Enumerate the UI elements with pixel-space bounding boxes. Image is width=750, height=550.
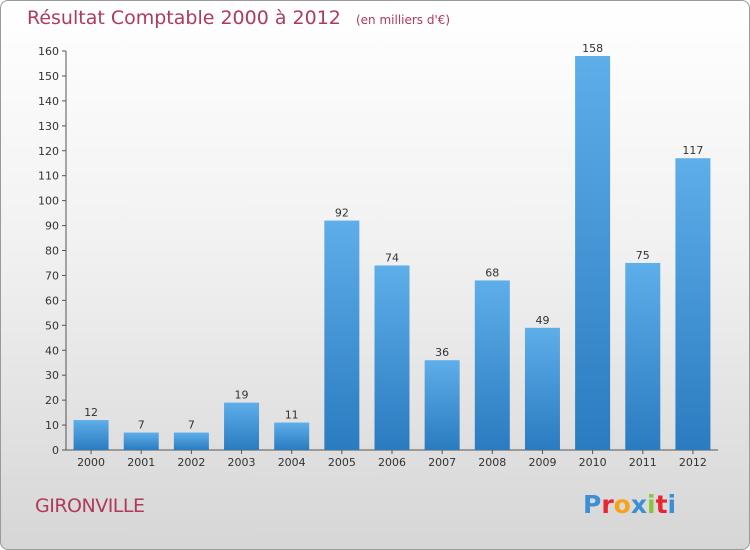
brand-logo: Proxiti [583,490,676,519]
bar [73,420,109,450]
data-label: 75 [636,249,650,262]
y-tick-label: 0 [52,444,59,457]
brand-letter: P [583,490,602,519]
data-label: 74 [385,251,399,264]
data-label: 68 [485,266,499,279]
x-tick-label: 2012 [679,456,707,469]
bar [474,280,510,450]
x-tick-label: 2011 [629,456,657,469]
brand-letter: r [601,490,614,519]
data-label: 7 [188,419,195,432]
x-tick-label: 2010 [579,456,607,469]
bar [524,327,560,450]
y-tick-label: 40 [45,344,59,357]
brand-letter: t [655,490,668,519]
bar [575,55,611,451]
y-tick-label: 30 [45,369,59,382]
bar [123,432,159,450]
bar [173,432,209,450]
data-label: 12 [84,406,98,419]
data-label: 92 [335,207,349,220]
data-label: 36 [435,346,449,359]
y-tick-label: 140 [38,95,59,108]
y-tick-label: 150 [38,70,59,83]
bar [625,262,661,450]
chart-title: Résultat Comptable 2000 à 2012 [27,7,341,29]
y-tick-label: 20 [45,394,59,407]
bar [675,158,711,450]
y-tick-label: 110 [38,170,59,183]
y-tick-label: 50 [45,319,59,332]
bar [224,402,260,450]
brand-letter: i [667,490,677,519]
y-tick-label: 120 [38,145,59,158]
y-tick-label: 10 [45,419,59,432]
data-label: 117 [682,144,703,157]
data-label: 158 [582,42,603,55]
x-tick-label: 2005 [328,456,356,469]
x-tick-label: 2006 [378,456,406,469]
x-tick-label: 2003 [228,456,256,469]
data-label: 7 [138,419,145,432]
y-tick-label: 60 [45,294,59,307]
bar [274,422,310,450]
brand-letter: x [630,490,647,519]
bar [374,265,410,450]
x-tick-label: 2000 [77,456,105,469]
brand-letter: i [647,490,656,519]
y-tick-label: 90 [45,220,59,233]
labels: 2000 12 2001 7 2002 7 2003 19 2004 11 2005 92 2006 74… [77,42,707,469]
brand-letter: o [613,490,631,519]
chart-subtitle: (en milliers d'€) [355,13,451,27]
x-tick-label: 2002 [177,456,205,469]
data-label: 49 [535,314,549,327]
y-tick-label: 80 [45,245,59,258]
y-tick-label: 160 [38,45,59,58]
x-tick-label: 2009 [528,456,556,469]
x-tick-label: 2007 [428,456,456,469]
y-tick-label: 70 [45,269,59,282]
commune-name: GIRONVILLE [35,495,145,517]
y-tick-label: 100 [38,195,59,208]
bars [73,55,711,451]
x-tick-label: 2008 [478,456,506,469]
data-label: 19 [235,389,249,402]
bar [424,360,460,450]
x-tick-label: 2004 [278,456,306,469]
x-tick-label: 2001 [127,456,155,469]
y-tick-label: 130 [38,120,59,133]
title-row: Résultat Comptable 2000 à 2012 (en milli… [27,7,450,29]
bar [324,220,360,450]
data-label: 11 [285,409,299,422]
